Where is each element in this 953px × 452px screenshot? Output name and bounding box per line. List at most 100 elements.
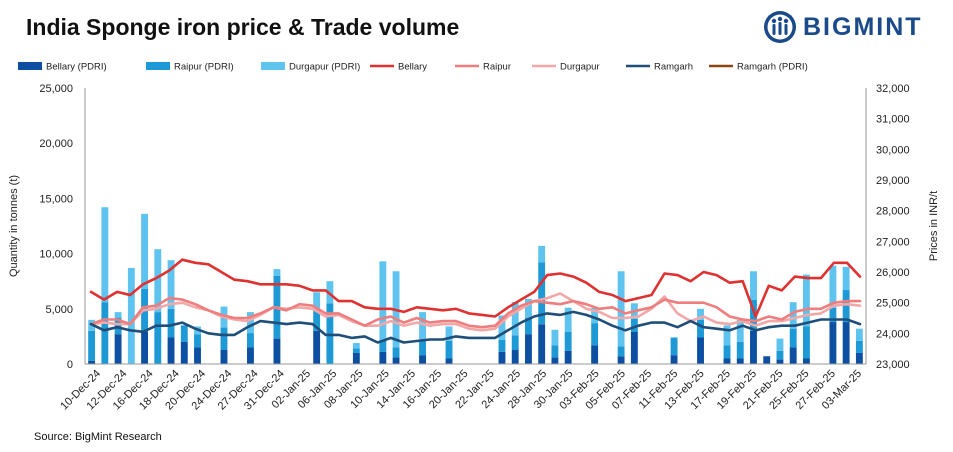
logo-text: BIGMINT xyxy=(803,12,923,41)
bar-segment xyxy=(617,356,625,364)
legend-label: Raipur (PDRI) xyxy=(174,62,234,73)
bar-segment xyxy=(167,260,175,309)
bar-segment xyxy=(379,340,387,352)
bar-segment xyxy=(114,312,122,318)
bar-segment xyxy=(736,358,744,364)
legend-label: Ramgarh (PDRI) xyxy=(737,62,808,73)
bar-segment xyxy=(525,334,532,364)
y-tick-label: 20,000 xyxy=(39,138,73,150)
bar-segment xyxy=(776,338,784,351)
bar-segment xyxy=(697,308,704,320)
y2-tick-label: 30,000 xyxy=(876,144,910,156)
y2-tick-label: 26,000 xyxy=(876,267,910,279)
y2-tick-label: 29,000 xyxy=(876,175,910,187)
bar-segment xyxy=(141,331,149,364)
bar-segment xyxy=(127,267,135,364)
bar-segment xyxy=(419,312,426,340)
bar-segment xyxy=(352,348,360,353)
bar-segment xyxy=(180,325,188,342)
bar-segment xyxy=(776,350,784,360)
legend-swatch xyxy=(18,62,42,70)
bar-segment xyxy=(723,325,731,346)
bar-segment xyxy=(194,347,201,364)
bar-stacks xyxy=(88,207,863,364)
bar-segment xyxy=(802,274,810,327)
bar-segment xyxy=(445,340,453,359)
line-series-ramgarh xyxy=(89,310,862,344)
y-tick-label: 25,000 xyxy=(39,83,73,95)
bar-segment xyxy=(273,269,281,276)
legend-label: Durgapur xyxy=(560,62,600,73)
bar-segment xyxy=(750,330,757,364)
bar-segment xyxy=(167,308,175,338)
bar-segment xyxy=(167,337,175,364)
bar-segment xyxy=(194,334,201,348)
y2-tick-label: 28,000 xyxy=(876,206,910,218)
legend-swatch xyxy=(261,62,285,70)
bar-segment xyxy=(498,351,506,364)
bar-segment xyxy=(313,308,321,331)
legend-label: Bellary (PDRI) xyxy=(46,62,107,73)
bar-segment xyxy=(564,331,572,351)
bar-segment xyxy=(855,340,863,353)
bar-segment xyxy=(802,358,810,364)
bar-segment xyxy=(511,335,519,350)
bar-segment xyxy=(697,319,704,338)
legend-label: Ramgarh xyxy=(654,62,693,73)
bar-segment xyxy=(88,330,96,361)
bar-segment xyxy=(736,319,744,342)
bar-segment xyxy=(154,312,162,364)
bigmint-logo: BIGMINT xyxy=(763,10,923,44)
bar-segment xyxy=(842,290,850,323)
bar-segment xyxy=(538,262,546,325)
y2-tick-label: 23,000 xyxy=(876,359,910,371)
legend-label: Bellary xyxy=(398,62,427,73)
y2-tick-label: 27,000 xyxy=(876,236,910,248)
bar-segment xyxy=(352,352,360,364)
bar-segment xyxy=(379,261,387,341)
y2-tick-label: 25,000 xyxy=(876,298,910,310)
chart-title: India Sponge iron price & Trade volume xyxy=(26,14,460,40)
bar-segment xyxy=(855,328,863,341)
logo-people-icon xyxy=(764,11,796,43)
bar-segment xyxy=(392,347,400,358)
bar-segment xyxy=(445,358,453,364)
source-note: Source: BigMint Research xyxy=(34,431,162,443)
bar-segment xyxy=(445,326,453,341)
bar-segment xyxy=(829,265,837,308)
bar-segment xyxy=(538,324,546,364)
bar-segment xyxy=(789,302,797,329)
bar-segment xyxy=(723,358,731,364)
bar-segment xyxy=(630,318,638,332)
price-lines xyxy=(89,258,862,344)
bar-segment xyxy=(591,323,599,346)
bar-segment xyxy=(313,292,321,309)
bar-segment xyxy=(247,333,254,348)
bar-segment xyxy=(379,351,387,364)
bar-segment xyxy=(723,345,731,359)
bar-segment xyxy=(247,347,254,364)
bar-segment xyxy=(750,299,757,331)
bar-segment xyxy=(670,355,678,364)
bar-segment xyxy=(392,357,400,364)
bar-segment xyxy=(538,245,546,263)
bar-segment xyxy=(630,331,638,364)
bar-segment xyxy=(697,337,704,364)
bar-segment xyxy=(736,341,744,359)
bar-segment xyxy=(789,328,797,348)
bar-segment xyxy=(419,339,426,356)
bar-segment xyxy=(617,346,625,357)
bar-segment xyxy=(247,312,254,334)
bar-segment xyxy=(101,207,109,303)
y2-tick-label: 32,000 xyxy=(876,83,910,95)
bar-segment xyxy=(525,317,532,335)
bar-segment xyxy=(511,349,519,364)
bar-segment xyxy=(180,341,188,364)
bar-segment xyxy=(352,343,360,349)
y-tick-label: 0 xyxy=(67,359,73,371)
legend-swatch xyxy=(146,62,170,70)
line-series-durgapur xyxy=(89,292,862,332)
line-series-bellary xyxy=(89,258,862,318)
bar-segment xyxy=(776,359,784,364)
